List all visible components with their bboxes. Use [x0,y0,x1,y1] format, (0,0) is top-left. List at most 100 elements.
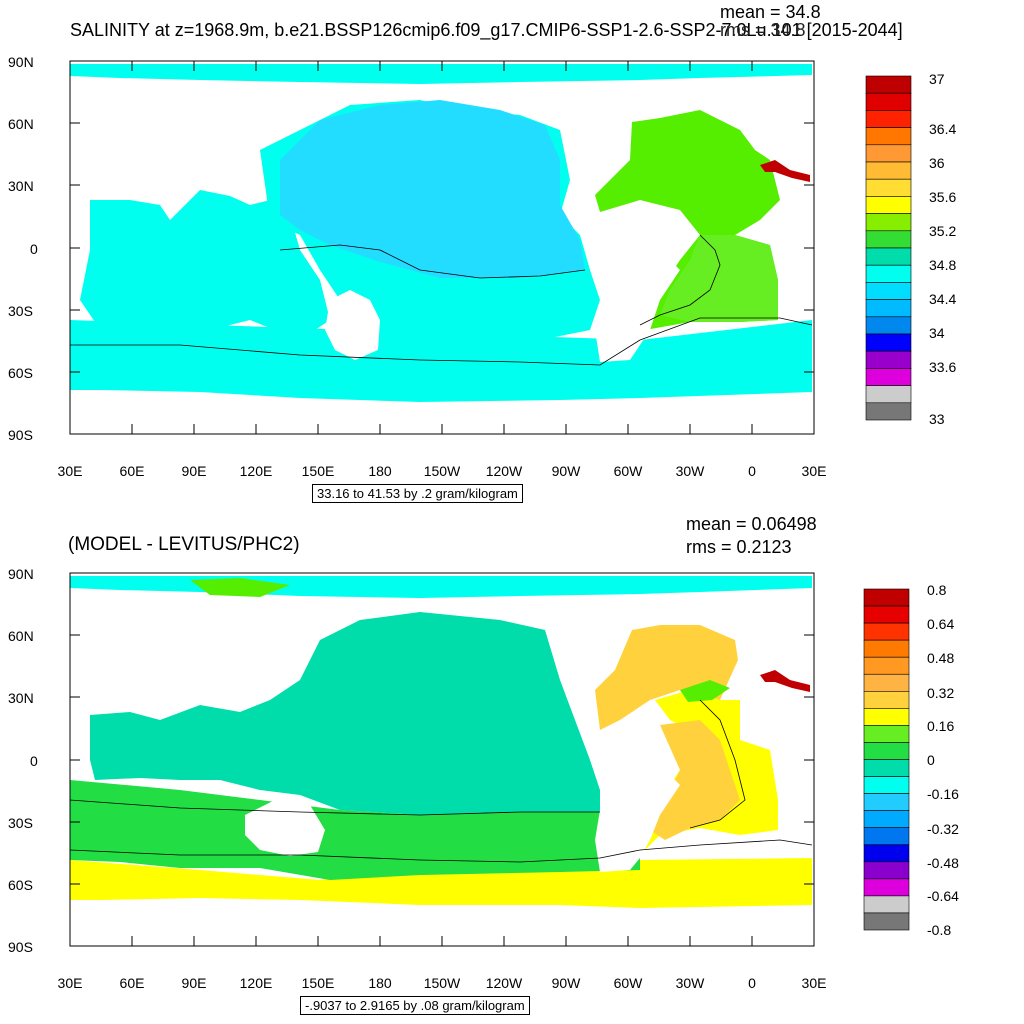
top-lon-label-60e: 60E [120,463,145,479]
bottom-lon-label-150w: 150W [424,975,461,991]
bottom-colorbar-label-4: 0.16 [927,718,954,734]
bottom-contour-1 [69,839,813,863]
bottom-land-australia [245,800,325,856]
top-colorbar-label-4: 35.2 [929,223,956,239]
bottom-lon-label-30e: 30E [58,975,83,991]
top-lat-label-90n: 90N [8,54,34,70]
top-lon-label-150e: 150E [302,463,335,479]
bottom-indian-pacific [90,612,600,815]
top-colorbar-label-1: 36.4 [929,121,956,137]
bottom-colorbar-swatch-12 [863,793,910,811]
bottom-green-blob [680,680,730,702]
bottom-contour-2 [69,799,600,816]
top-land-australia [325,290,380,360]
top-colorbar-label-0: 37 [929,71,945,87]
bottom-lat-label-0: 0 [30,753,38,769]
bottom-colorbar-label-7: -0.32 [927,821,959,837]
bottom-lat-label-30s: 30S [8,815,33,831]
bottom-colorbar-swatch-3 [863,639,910,658]
top-colorbar-swatch-14 [865,316,912,335]
bottom-lat-label-90n: 90N [8,566,34,582]
bottom-colorbar-swatch-9 [863,742,910,760]
bottom-mean-label: mean = 0.06498 [686,514,817,534]
bottom-lon-label-0: 0 [748,975,756,991]
top-lat-label-90s: 90S [8,427,33,443]
top-colorbar-swatch-1 [865,92,912,111]
top-colorbar-swatch-15 [865,333,912,352]
top-lon-ticks [69,61,815,434]
top-colorbar-swatch-13 [865,299,912,318]
bottom-colorbar-swatch-5 [863,673,910,692]
top-atlantic-green-deep [660,235,778,322]
top-colorbar-swatch-4 [865,144,912,163]
top-lat-label-60s: 60S [8,365,33,381]
top-colorbar-swatch-5 [865,161,912,180]
top-colorbar-label-8: 33.6 [929,359,956,375]
bottom-colorbar-label-10: -0.8 [927,922,951,938]
bottom-lon-label-90e: 90E [182,975,207,991]
bottom-lon-ticks [69,936,815,946]
bottom-colorbar-label-8: -0.48 [927,855,959,871]
bottom-colorbar-label-1: 0.64 [927,616,954,632]
top-title: SALINITY at z=1968.9m, b.e21.BSSP126cmip… [70,20,903,40]
bottom-colorbar-swatch-15 [863,844,910,863]
bottom-rms-label: rms = 0.2123 [686,537,792,557]
top-lon-label-30w: 30W [676,463,706,479]
bottom-colorbar: 0.8 0.64 0.48 0.32 0.16 0 -0.16 -0.32 -0.48 -0.64… [863,582,959,938]
top-lon-label-90e: 90E [182,463,207,479]
top-colorbar-swatch-3 [865,127,912,146]
top-north-pacific [280,100,585,278]
bottom-lat-label-60s: 60S [8,877,33,893]
bottom-colorbar-swatch-17 [863,878,910,897]
top-range-label: 33.16 to 41.53 by .2 gram/kilogram [312,484,523,503]
top-map: 90N 60N 30N 0 30S 60S 90S 30E 60E 90E 12… [8,54,826,479]
bottom-lat-label-30n: 30N [8,690,34,706]
top-colorbar-label-7: 34 [929,325,945,341]
top-colorbar-label-2: 36 [929,155,945,171]
bottom-colorbar-swatch-2 [863,622,910,641]
top-lon-label-60w: 60W [614,463,644,479]
top-lon-label-30e-right: 30E [802,463,827,479]
top-lat-label-0: 0 [30,241,38,257]
bottom-colorbar-label-9: -0.64 [927,888,959,904]
top-contour-3 [639,234,721,326]
top-lon-label-180: 180 [368,463,392,479]
bottom-colorbar-label-2: 0.48 [927,650,954,666]
top-contour-1 [70,317,813,366]
bottom-lon-label-30w: 30W [676,975,706,991]
bottom-colorbar-swatch-1 [863,605,910,624]
top-colorbar-swatch-0 [865,75,912,94]
bottom-map: 90N 60N 30N 0 30S 60S 90S 30E 60E 90E 12… [8,566,826,991]
top-colorbar-swatch-16 [865,350,912,369]
bottom-colorbar-swatch-19 [863,912,910,931]
top-lat-label-30s: 30S [8,303,33,319]
bottom-lon-label-30e-right: 30E [802,975,827,991]
bottom-range-label: -.9037 to 2.9165 by .08 gram/kilogram [300,996,530,1015]
bottom-colorbar-label-6: -0.16 [927,786,959,802]
bottom-arctic-green [190,578,290,597]
bottom-southern-yellow [70,858,812,908]
top-colorbar-label-9: 33 [929,411,945,427]
bottom-lon-label-120w: 120W [486,975,523,991]
top-colorbar-swatch-18 [865,385,912,404]
top-rms-label: rms = 34.8 [720,20,806,40]
top-colorbar-label-3: 35.6 [929,189,956,205]
top-colorbar-swatch-6 [865,178,912,197]
bottom-colorbar-swatch-11 [863,776,910,794]
bottom-colorbar-swatch-4 [863,656,910,675]
bottom-lon-label-180: 180 [368,975,392,991]
bottom-colorbar-swatch-13 [863,810,910,829]
bottom-lat-label-60n: 60N [8,628,34,644]
bottom-colorbar-swatch-8 [863,725,910,743]
top-lon-label-90w: 90W [552,463,582,479]
top-lon-label-30e: 30E [58,463,83,479]
bottom-colorbar-swatch-0 [863,588,910,607]
top-colorbar-swatch-19 [865,402,912,421]
top-colorbar-swatch-8 [865,213,912,232]
bottom-atlantic-orange-south [650,720,740,840]
bottom-colorbar-label-5: 0 [927,752,935,768]
top-colorbar-swatch-2 [865,110,912,128]
bottom-lon-label-60e: 60E [120,975,145,991]
bottom-colorbar-swatch-18 [863,895,910,914]
